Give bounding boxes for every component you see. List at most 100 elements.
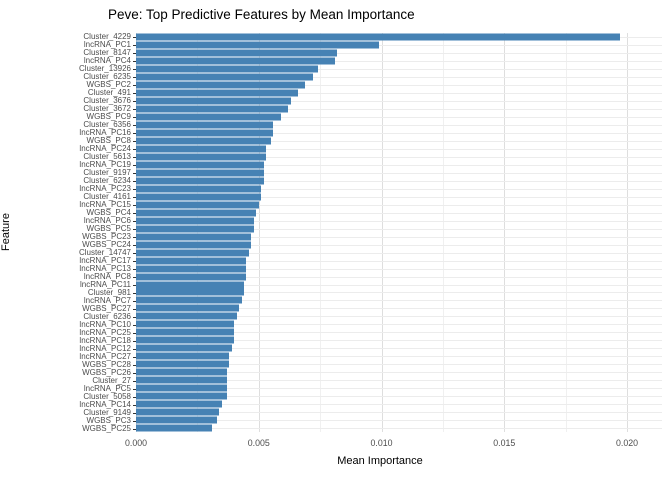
bar-Cluster_8147 — [136, 49, 338, 57]
bar-row — [136, 273, 662, 281]
bar-row — [136, 368, 662, 376]
y-tick-row: lncRNA_PC25 — [0, 329, 136, 337]
y-tick-mark — [133, 268, 136, 270]
x-tick-label: 0.010 — [370, 438, 393, 448]
gridline-horizontal — [136, 420, 662, 422]
y-tick-label: lncRNA_PC14 — [79, 400, 131, 409]
y-tick-row: lncRNA_PC24 — [0, 145, 136, 153]
bar-row — [136, 129, 662, 137]
bar-Cluster_4229 — [136, 33, 620, 41]
bar-Cluster_14747 — [136, 249, 249, 257]
x-tick-label: 0.000 — [124, 438, 148, 448]
gridline-horizontal — [136, 156, 662, 158]
y-tick-label: WGBS_PC27 — [82, 304, 131, 313]
y-tick-row: Cluster_5613 — [0, 153, 136, 161]
y-tick-label: WGBS_PC23 — [82, 232, 131, 241]
y-tick-mark — [133, 36, 136, 38]
bar-WGBS_PC5 — [136, 225, 254, 233]
gridline-horizontal — [136, 140, 662, 142]
y-tick-mark — [133, 244, 136, 246]
bar-row — [136, 177, 662, 185]
bar-row — [136, 137, 662, 145]
y-tick-row: Cluster_27 — [0, 377, 136, 385]
bar-Cluster_981 — [136, 288, 245, 296]
bar-row — [136, 360, 662, 368]
y-tick-label: lncRNA_PC25 — [79, 328, 131, 337]
y-tick-label: Cluster_491 — [87, 88, 131, 97]
y-tick-mark — [133, 196, 136, 198]
y-tick-row: lncRNA_PC18 — [0, 337, 136, 345]
y-tick-row: WGBS_PC24 — [0, 241, 136, 249]
y-tick-row: lncRNA_PC15 — [0, 201, 136, 209]
bar-row — [136, 81, 662, 89]
y-tick-mark — [133, 100, 136, 102]
gridline-horizontal — [136, 404, 662, 406]
y-tick-row: Cluster_13926 — [0, 65, 136, 73]
x-tick-label: 0.015 — [493, 438, 516, 448]
y-tick-mark — [133, 60, 136, 62]
gridline-horizontal — [136, 268, 662, 270]
y-tick-label: WGBS_PC8 — [86, 136, 131, 145]
y-tick-mark — [133, 204, 136, 206]
bar-WGBS_PC2 — [136, 81, 306, 89]
bar-row — [136, 121, 662, 129]
y-tick-label: lncRNA_PC8 — [83, 272, 131, 281]
bar-lncRNA_PC27 — [136, 352, 230, 360]
y-tick-label: Cluster_9149 — [83, 408, 131, 417]
y-tick-mark — [133, 308, 136, 310]
gridline-horizontal — [136, 164, 662, 166]
gridline-horizontal — [136, 244, 662, 246]
gridline-horizontal — [136, 212, 662, 214]
bar-Cluster_27 — [136, 376, 227, 384]
gridline-minor — [320, 33, 322, 432]
bar-Cluster_3676 — [136, 97, 291, 105]
bar-lncRNA_PC16 — [136, 129, 274, 137]
gridline-horizontal — [136, 84, 662, 86]
bar-row — [136, 217, 662, 225]
gridline-horizontal — [136, 412, 662, 414]
bar-lncRNA_PC24 — [136, 145, 267, 153]
y-tick-mark — [133, 84, 136, 86]
bar-rows — [136, 33, 662, 432]
gridline-horizontal — [136, 372, 662, 374]
gridline-horizontal — [136, 292, 662, 294]
y-tick-row: Cluster_4229 — [0, 33, 136, 41]
bar-lncRNA_PC17 — [136, 257, 247, 265]
gridline-horizontal — [136, 92, 662, 94]
y-tick-mark — [133, 316, 136, 318]
gridline-horizontal — [136, 52, 662, 54]
gridline-horizontal — [136, 76, 662, 78]
bar-lncRNA_PC18 — [136, 336, 235, 344]
y-tick-row: Cluster_9149 — [0, 409, 136, 417]
y-tick-label: lncRNA_PC6 — [83, 216, 131, 225]
bar-row — [136, 304, 662, 312]
y-tick-mark — [133, 332, 136, 334]
y-tick-row: Cluster_9197 — [0, 169, 136, 177]
y-tick-label: WGBS_PC2 — [86, 80, 131, 89]
bar-lncRNA_PC4 — [136, 57, 335, 65]
y-tick-mark — [133, 228, 136, 230]
y-tick-row: WGBS_PC28 — [0, 361, 136, 369]
y-tick-label: Cluster_13926 — [78, 64, 131, 73]
y-tick-mark — [133, 148, 136, 150]
gridline-horizontal — [136, 428, 662, 430]
y-tick-mark — [133, 172, 136, 174]
gridline-horizontal — [136, 68, 662, 70]
y-tick-row: lncRNA_PC19 — [0, 161, 136, 169]
y-tick-mark — [133, 68, 136, 70]
y-tick-label: Cluster_6235 — [83, 72, 131, 81]
gridline-horizontal — [136, 180, 662, 182]
y-tick-row: lncRNA_PC7 — [0, 297, 136, 305]
gridline-horizontal — [136, 172, 662, 174]
y-tick-row: lncRNA_PC5 — [0, 385, 136, 393]
y-tick-row: WGBS_PC9 — [0, 113, 136, 121]
bar-row — [136, 89, 662, 97]
bar-row — [136, 49, 662, 57]
bar-Cluster_6235 — [136, 73, 313, 81]
y-tick-label: lncRNA_PC11 — [80, 280, 131, 289]
y-tick-label: WGBS_PC26 — [82, 368, 131, 377]
gridline-major — [258, 33, 260, 432]
bar-lncRNA_PC14 — [136, 400, 222, 408]
gridline-minor — [565, 33, 567, 432]
bar-row — [136, 169, 662, 177]
